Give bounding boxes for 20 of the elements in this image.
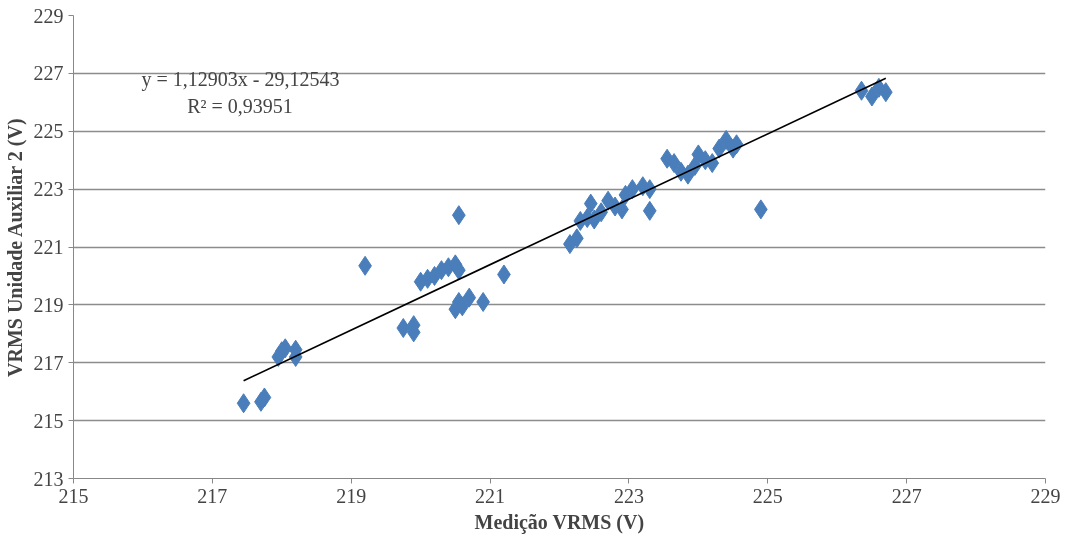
x-tick-label: 223 — [613, 484, 644, 507]
x-tick-label: 225 — [752, 484, 783, 507]
x-tick-label: 221 — [475, 484, 506, 507]
y-tick-label: 217 — [33, 351, 64, 374]
x-tick-label: 227 — [891, 484, 922, 507]
y-tick-label: 229 — [33, 4, 64, 27]
y-axis-title: VRMS Unidade Auxiliar 2 (V) — [3, 118, 27, 377]
y-tick-label: 221 — [33, 236, 64, 258]
x-tick-label: 229 — [1030, 484, 1061, 507]
y-tick-label: 213 — [33, 467, 64, 490]
x-tick-label: 217 — [197, 484, 228, 507]
annotation: y = 1,12903x - 29,12543 — [141, 67, 340, 91]
x-tick-label: 219 — [336, 484, 367, 507]
y-tick-label: 215 — [33, 409, 64, 432]
y-tick-label: 219 — [33, 293, 64, 316]
annotation: R² = 0,93951 — [187, 95, 293, 118]
y-tick-label: 223 — [33, 178, 64, 201]
y-tick-label: 227 — [33, 62, 64, 85]
x-axis-title: Medição VRMS (V) — [474, 510, 645, 534]
y-tick-label: 225 — [33, 120, 64, 143]
